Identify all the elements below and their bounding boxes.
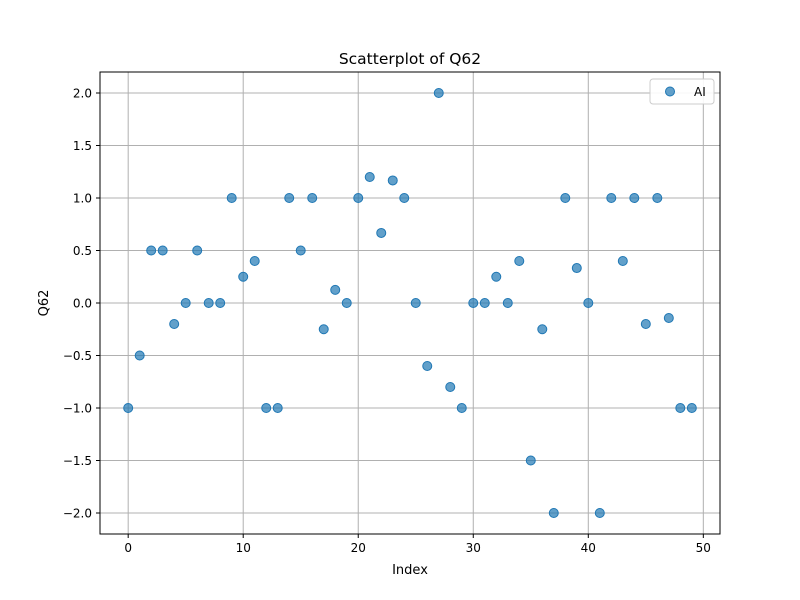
data-point	[456, 403, 467, 413]
x-tick-label: 30	[466, 541, 481, 555]
data-point	[364, 172, 375, 182]
data-point	[537, 324, 548, 335]
x-axis-ticks: 0 10 20 30 40 50	[124, 534, 711, 555]
data-point	[468, 298, 479, 308]
x-tick-label: 0	[124, 541, 132, 555]
data-point	[284, 193, 295, 203]
y-axis-ticks: −2.0 −1.5 −1.0 −0.5 0.0 0.5 1.0 1.5 2.0	[63, 87, 100, 521]
y-tick-label: 1.5	[73, 139, 92, 153]
data-point	[157, 245, 168, 256]
x-tick-label: 40	[581, 541, 596, 555]
data-point	[249, 256, 260, 266]
y-tick-label: −2.0	[63, 507, 92, 521]
data-point	[353, 193, 364, 203]
data-point	[203, 298, 214, 308]
y-tick-label: 0.5	[73, 244, 92, 258]
data-point	[261, 403, 272, 413]
x-tick-label: 10	[236, 541, 251, 555]
data-point	[594, 508, 605, 518]
legend: AI	[649, 78, 715, 105]
legend-box	[649, 78, 715, 105]
data-point	[525, 455, 536, 466]
data-point	[514, 256, 525, 266]
data-point	[629, 193, 640, 203]
data-point	[617, 256, 628, 266]
data-point	[675, 403, 686, 413]
data-point	[123, 403, 134, 413]
data-point	[169, 319, 180, 329]
data-point	[606, 193, 617, 203]
data-point	[134, 350, 145, 361]
data-point	[686, 403, 697, 413]
data-point	[652, 193, 663, 203]
data-point	[410, 298, 421, 308]
data-point	[399, 193, 410, 203]
x-tick-label: 50	[696, 541, 711, 555]
legend-marker	[665, 86, 675, 97]
data-point	[330, 284, 341, 295]
data-points	[123, 88, 697, 518]
data-point	[387, 175, 398, 186]
x-tick-label: 20	[351, 541, 366, 555]
data-point	[640, 319, 651, 329]
y-tick-label: −0.5	[63, 349, 92, 363]
data-point	[192, 245, 203, 256]
data-point	[376, 227, 387, 238]
y-tick-label: 0.0	[73, 297, 92, 311]
chart-title: Scatterplot of Q62	[339, 50, 481, 68]
data-point	[422, 361, 433, 371]
y-tick-label: 2.0	[73, 87, 92, 101]
data-point	[445, 382, 456, 392]
data-point	[491, 271, 502, 282]
y-tick-label: −1.5	[63, 454, 92, 468]
data-point	[479, 298, 490, 308]
x-axis-label: Index	[392, 563, 428, 578]
y-tick-label: −1.0	[63, 402, 92, 416]
data-point	[146, 245, 157, 256]
data-point	[548, 508, 559, 518]
y-axis-label: Q62	[37, 290, 52, 317]
data-point	[433, 88, 444, 98]
legend-label: AI	[694, 85, 706, 99]
data-point	[180, 298, 191, 308]
data-point	[560, 193, 571, 203]
data-point	[341, 298, 352, 308]
grid-lines	[100, 72, 720, 534]
data-point	[583, 298, 594, 308]
data-point	[318, 324, 329, 335]
data-point	[238, 271, 249, 282]
data-point	[663, 313, 674, 324]
data-point	[502, 298, 513, 308]
data-point	[226, 193, 237, 203]
data-point	[571, 263, 582, 274]
data-point	[307, 193, 318, 203]
y-tick-label: 1.0	[73, 192, 92, 206]
data-point	[295, 245, 306, 256]
data-point	[215, 298, 226, 308]
data-point	[272, 403, 283, 413]
